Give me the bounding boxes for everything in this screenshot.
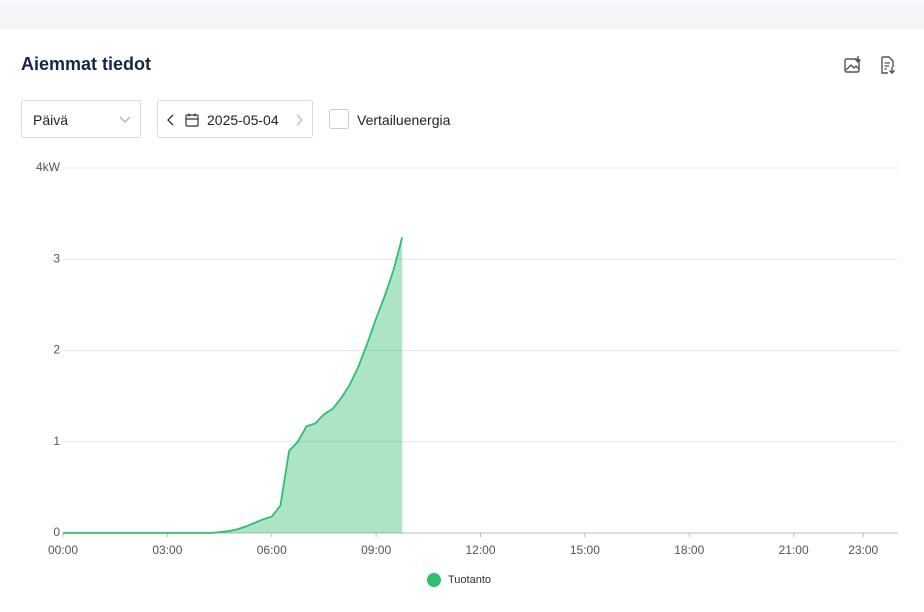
x-tick-label: 18:00 [674, 543, 704, 557]
y-tick-label: 2 [53, 343, 60, 357]
download-image-icon[interactable] [843, 55, 863, 75]
x-tick-label: 15:00 [570, 543, 600, 557]
prev-day[interactable] [166, 113, 176, 127]
legend-marker [427, 573, 441, 587]
legend-label: Tuotanto [448, 574, 491, 586]
x-tick-label: 12:00 [465, 543, 495, 557]
top-band [0, 0, 924, 5]
area-line [63, 237, 404, 534]
compare-label: Vertailuenergia [357, 112, 451, 128]
period-select[interactable]: Päivä [21, 100, 141, 138]
x-tick-label: 21:00 [779, 543, 809, 557]
y-tick-label: 0 [53, 525, 60, 539]
y-tick-label: 3 [53, 251, 60, 265]
chevron-down [119, 116, 131, 123]
date-picker[interactable]: 2025-05-04 [157, 100, 313, 138]
chart: 0 1 2 3 4kW 00:00 03:00 06:00 09:00 12:00 15:00 18:… [36, 160, 898, 587]
y-tick-label: 4kW [36, 160, 61, 174]
download-document-icon[interactable] [878, 55, 898, 75]
y-tick-label: 1 [53, 434, 60, 448]
x-tick-label: 06:00 [257, 543, 287, 557]
x-tick-label: 03:00 [152, 543, 182, 557]
area-fill [63, 237, 403, 534]
x-tick-label: 09:00 [361, 543, 391, 557]
period-value: Päivä [33, 112, 69, 128]
compare-checkbox[interactable] [329, 109, 349, 129]
calendar-icon [185, 113, 199, 127]
date-value: 2025-05-04 [207, 112, 279, 128]
card [0, 29, 924, 612]
x-tick-label: 00:00 [48, 543, 78, 557]
x-tick-label: 23:00 [848, 543, 878, 557]
panel-title: Aiemmat tiedot [21, 54, 152, 74]
next-day[interactable] [294, 113, 304, 127]
